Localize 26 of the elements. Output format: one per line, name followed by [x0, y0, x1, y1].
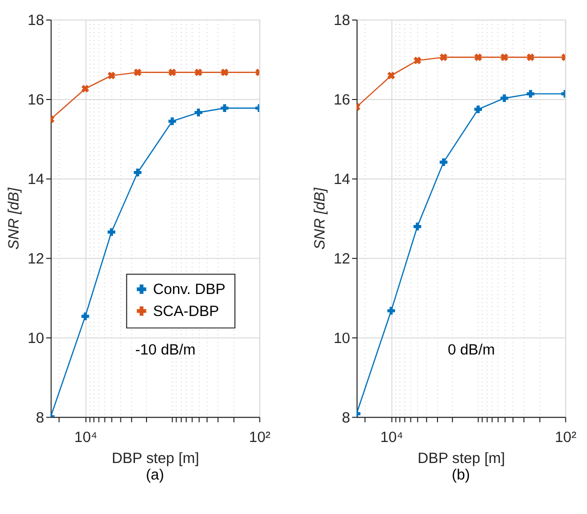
y-tick-label: 16: [334, 92, 350, 108]
y-tick-label: 18: [28, 13, 44, 29]
annotation: -10 dB/m: [135, 342, 196, 358]
y-tick-label: 8: [342, 410, 350, 426]
x-tick-label: 10²: [248, 430, 271, 446]
y-tick-label: 10: [28, 330, 44, 347]
y-tick-label: 16: [28, 92, 44, 108]
text: (a): [146, 467, 164, 484]
legend-label: Conv. DBP: [152, 282, 226, 298]
text: (b): [452, 467, 470, 484]
y-tick-label: 14: [334, 172, 350, 188]
y-tick-label: 12: [334, 251, 350, 268]
x-axis-title: DBP step [m]: [112, 451, 200, 468]
y-tick-label: 14: [28, 172, 44, 188]
x-axis-title: DBP step [m]: [418, 451, 506, 468]
x-tick-label: 10⁴: [74, 430, 98, 446]
legend-label: SCA-DBP: [152, 304, 220, 320]
annotation: 0 dB/m: [448, 342, 495, 358]
y-tick-label: 18: [334, 13, 350, 29]
x-tick-label: 10⁴: [380, 430, 404, 446]
x-tick-label: 10²: [554, 430, 576, 446]
y-tick-label: 8: [36, 410, 44, 426]
y-tick-label: 10: [334, 330, 350, 347]
y-tick-label: 12: [28, 251, 44, 268]
y-axis-title: SNR [dB]: [6, 186, 23, 250]
y-axis-title: SNR [dB]: [312, 186, 329, 250]
